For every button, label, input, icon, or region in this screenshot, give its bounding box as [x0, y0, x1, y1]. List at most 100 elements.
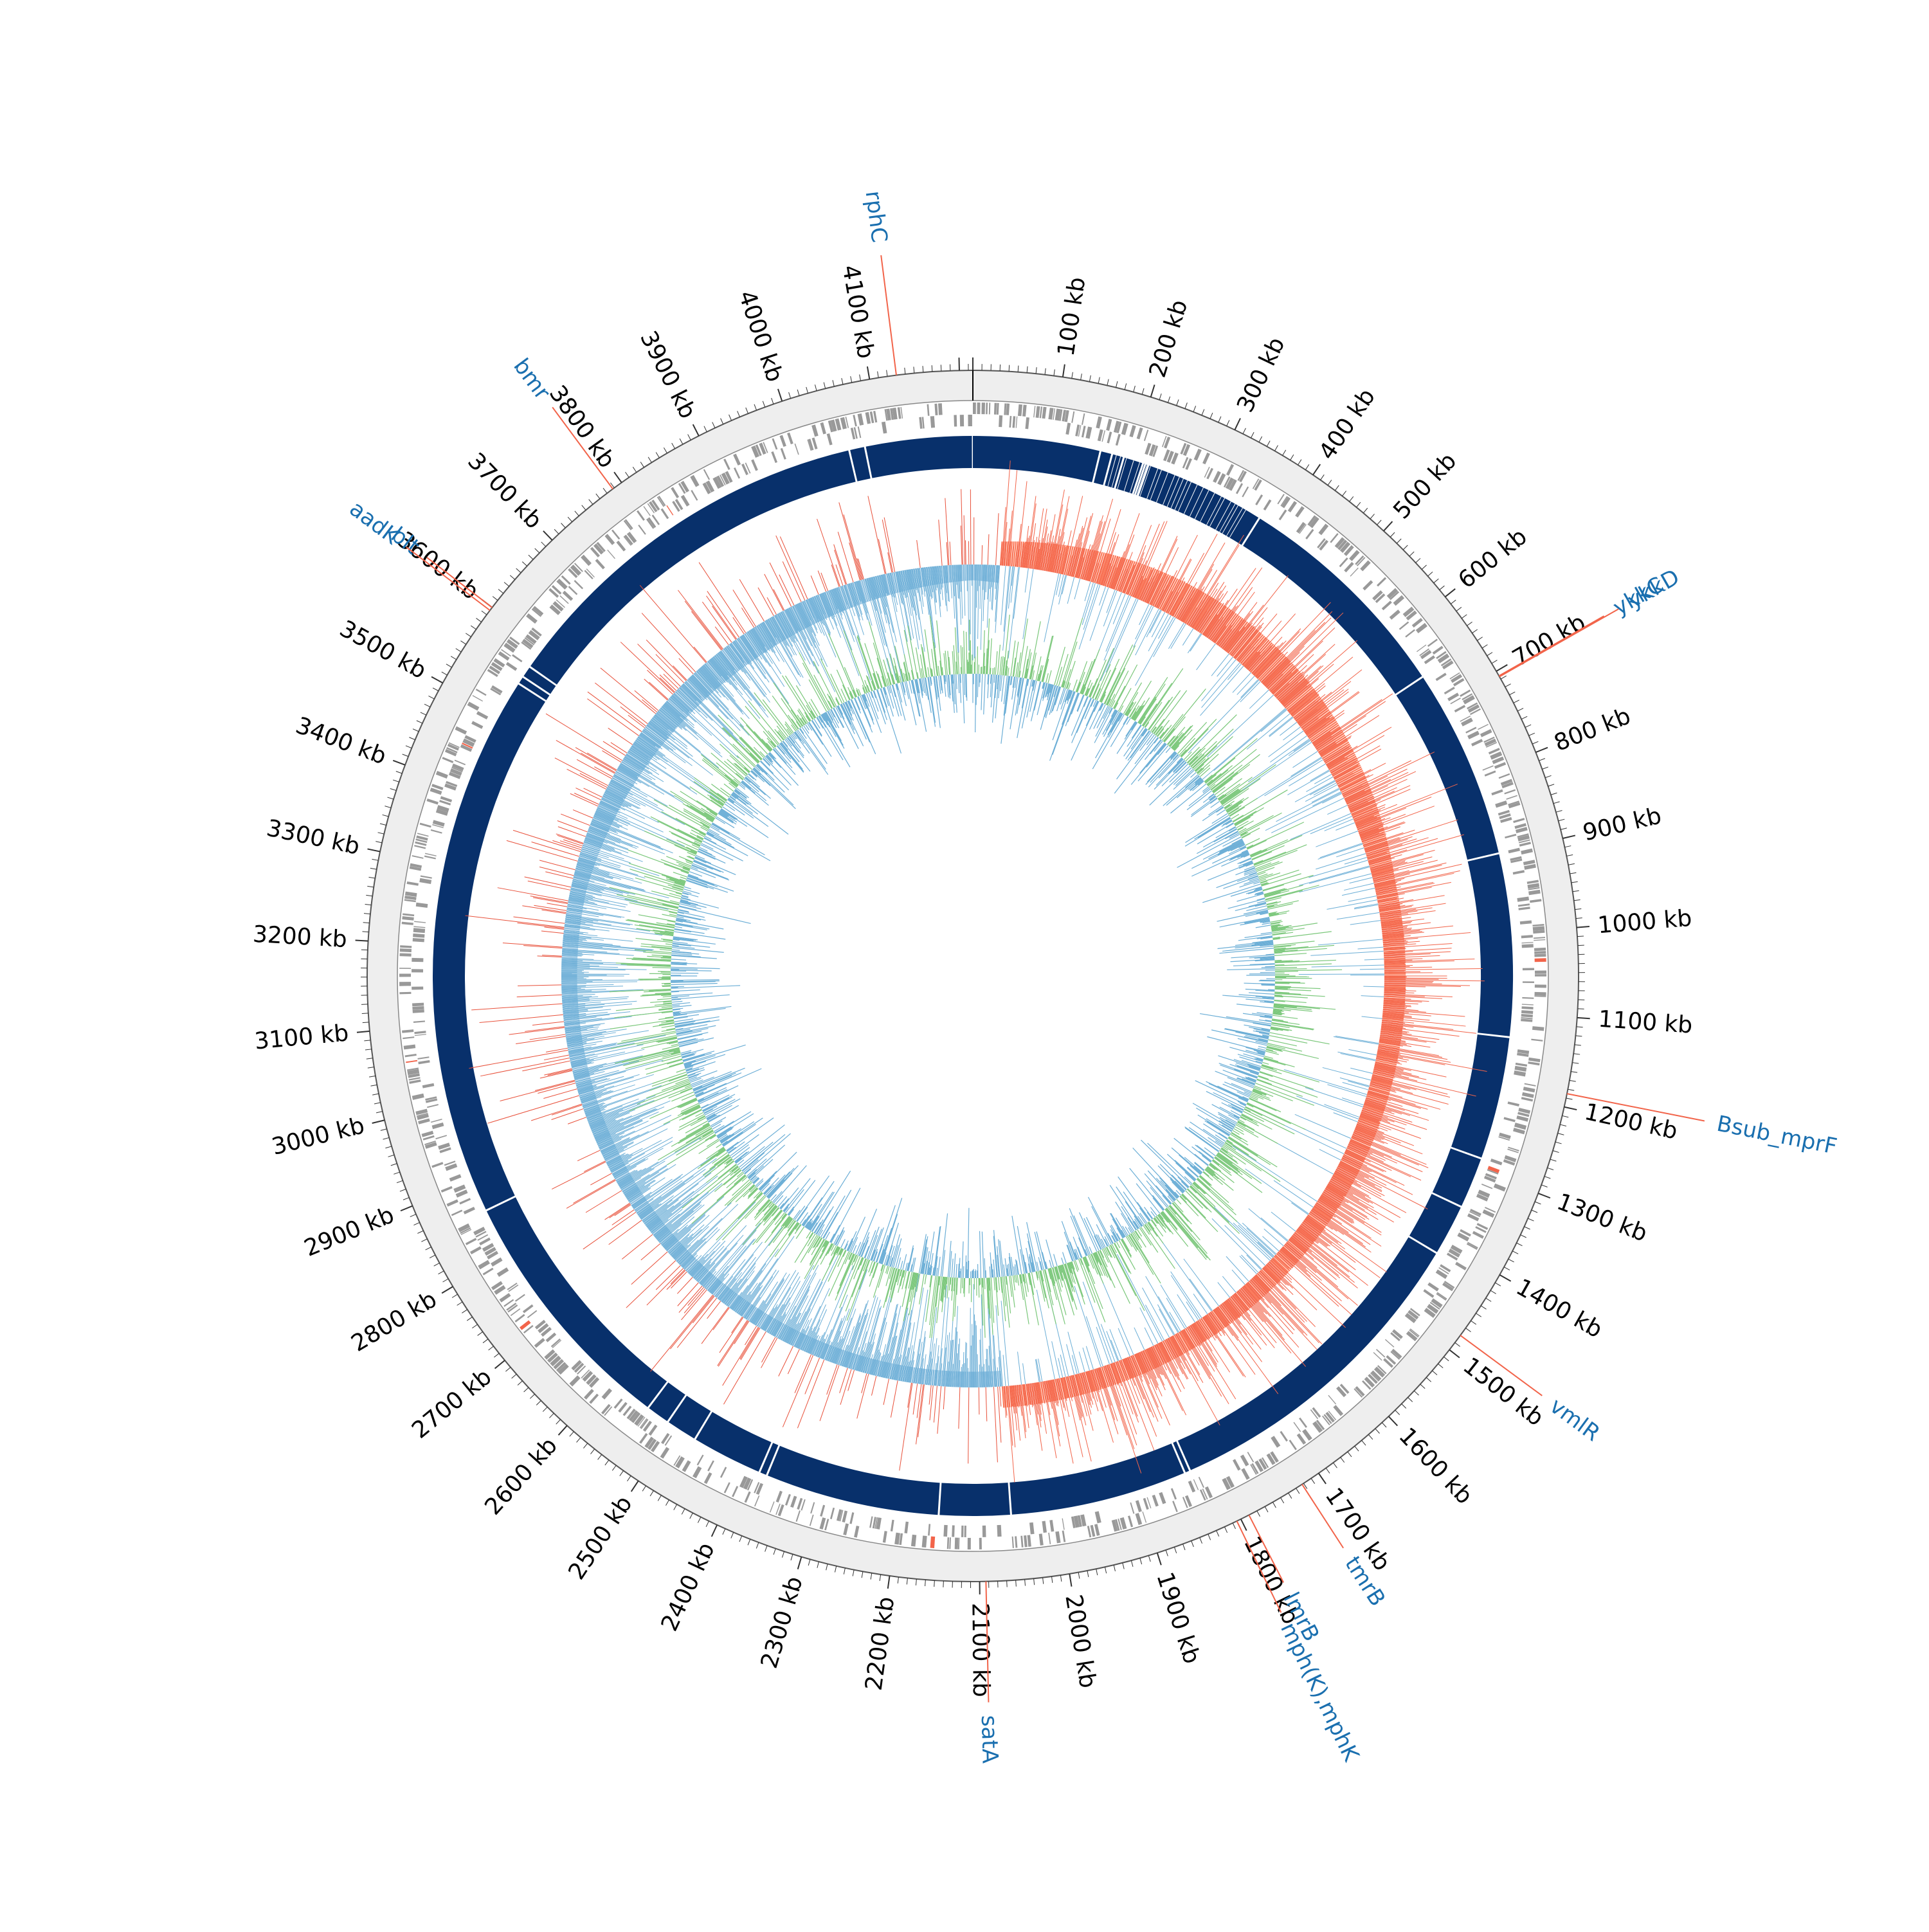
minor-tick [476, 618, 482, 622]
gene-feature [938, 403, 943, 415]
minor-tick [1114, 1565, 1115, 1571]
minor-tick [853, 1570, 854, 1576]
minor-tick [1416, 558, 1420, 563]
major-tick [1319, 1473, 1326, 1483]
tick-label: 3800 kb [544, 381, 620, 473]
minor-tick [1125, 383, 1127, 390]
minor-tick [627, 1476, 631, 1481]
major-tick [1235, 419, 1240, 430]
minor-tick [1060, 1575, 1061, 1582]
minor-tick [589, 500, 593, 505]
minor-tick [782, 1551, 784, 1558]
minor-tick [363, 1022, 369, 1023]
minor-tick [664, 447, 667, 453]
major-tick [798, 1557, 802, 1569]
minor-tick [738, 411, 740, 417]
minor-tick [1528, 1218, 1534, 1221]
major-tick [1157, 1553, 1161, 1565]
minor-tick [756, 1542, 759, 1548]
minor-tick [1551, 793, 1557, 795]
minor-tick [368, 877, 375, 878]
minor-tick [1553, 802, 1560, 804]
minor-tick [648, 457, 651, 462]
minor-tick [369, 1076, 376, 1078]
major-tick [888, 1576, 890, 1589]
gc-skew-spike [974, 564, 975, 658]
minor-tick [1576, 918, 1582, 919]
minor-tick [1556, 810, 1562, 812]
minor-tick [1341, 1458, 1345, 1463]
minor-tick [1018, 366, 1019, 372]
minor-tick [1426, 1378, 1431, 1382]
minor-tick [1333, 1463, 1337, 1468]
minor-tick [1027, 366, 1028, 373]
gene-feature [1535, 971, 1546, 974]
tick-label: 4100 kb [837, 263, 878, 361]
minor-tick [596, 494, 600, 499]
minor-tick [413, 1222, 419, 1225]
minor-tick [835, 1566, 836, 1573]
minor-tick [1166, 1550, 1168, 1556]
minor-tick [410, 1214, 416, 1217]
minor-tick [1218, 417, 1221, 422]
tick-label: 3400 kb [292, 712, 390, 770]
gc-skew-base [985, 1371, 986, 1387]
minor-tick [603, 488, 607, 493]
minor-tick [808, 1559, 810, 1566]
tick-label: 3200 kb [252, 921, 348, 953]
minor-tick [421, 712, 426, 715]
minor-tick [1259, 437, 1262, 442]
gc-skew-spike [1384, 971, 1420, 972]
minor-tick [721, 419, 723, 424]
minor-tick [934, 1580, 935, 1587]
minor-tick [1486, 1298, 1491, 1301]
minor-tick [1462, 615, 1467, 618]
tick-label: 800 kb [1551, 703, 1635, 757]
gene-feature [412, 969, 423, 972]
minor-tick [366, 895, 372, 896]
tick-label: 2700 kb [407, 1364, 496, 1444]
major-tick [867, 366, 869, 379]
minor-tick [1568, 863, 1575, 865]
minor-tick [393, 780, 399, 782]
minor-tick [403, 1198, 409, 1200]
minor-tick [1045, 368, 1046, 375]
minor-tick [658, 1495, 661, 1501]
gene-feature [399, 992, 411, 995]
major-tick [1151, 384, 1155, 397]
minor-tick [1227, 420, 1229, 426]
major-tick [1564, 1107, 1577, 1110]
minor-tick [1508, 1259, 1514, 1262]
minor-tick [1559, 819, 1565, 821]
tick-label: 2500 kb [563, 1491, 637, 1584]
minor-tick [1355, 1446, 1359, 1451]
minor-tick [1395, 1410, 1400, 1414]
major-tick [1241, 1519, 1247, 1531]
minor-tick [1467, 622, 1472, 626]
minor-tick [568, 517, 572, 521]
gene-feature [952, 1525, 954, 1537]
minor-tick [1272, 1502, 1276, 1508]
minor-tick [1177, 399, 1179, 405]
minor-tick [765, 1546, 767, 1551]
minor-tick [1512, 1251, 1518, 1254]
minor-tick [860, 374, 861, 381]
gene-feature [1534, 948, 1546, 951]
minor-tick [364, 1040, 370, 1041]
gc-skew-spike [979, 564, 980, 586]
minor-tick [626, 472, 629, 477]
minor-tick [1362, 1440, 1366, 1445]
minor-tick [1078, 1573, 1080, 1579]
minor-tick [1558, 1133, 1564, 1135]
major-tick [368, 849, 381, 851]
gc-skew-spike [561, 974, 629, 975]
minor-tick [1566, 854, 1573, 856]
minor-tick [688, 435, 691, 440]
minor-tick [1501, 676, 1507, 679]
minor-tick [1251, 432, 1254, 438]
minor-tick [723, 1529, 725, 1535]
minor-tick [462, 1310, 467, 1314]
minor-tick [512, 1374, 517, 1378]
minor-tick [426, 1247, 431, 1250]
minor-tick [1444, 1357, 1449, 1360]
